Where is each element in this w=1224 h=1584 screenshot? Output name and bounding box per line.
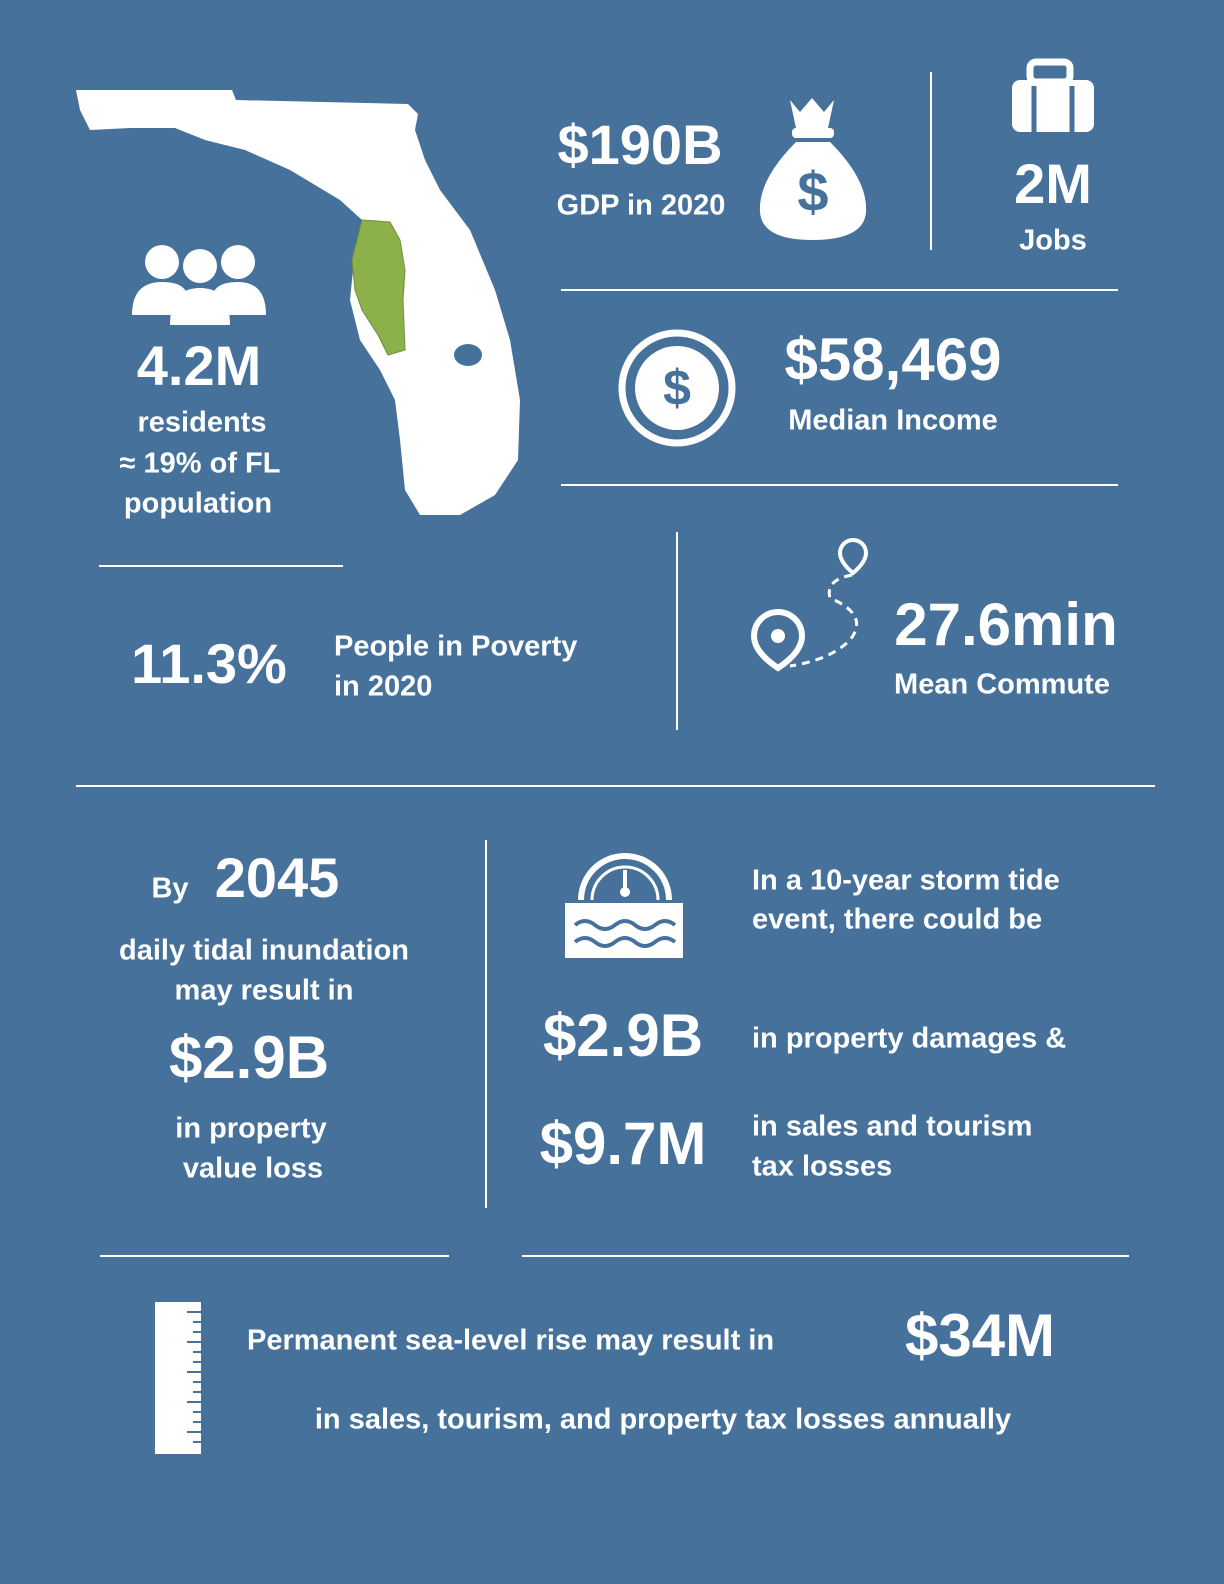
population-line: residents xyxy=(138,407,267,439)
commute-value: 27.6min xyxy=(894,591,1117,658)
storm-gauge-icon xyxy=(565,853,683,958)
tidal-line: may result in xyxy=(175,975,354,1007)
tidal-prefix: By xyxy=(151,873,188,905)
slr-value: $34M xyxy=(905,1302,1055,1369)
storm-intro: In a 10-year storm tide xyxy=(752,865,1060,897)
storm-value: $9.7M xyxy=(540,1110,707,1177)
tidal-year: 2045 xyxy=(215,846,340,909)
poverty-value: 11.3% xyxy=(131,632,287,695)
population-value: 4.2M xyxy=(137,334,262,397)
income-value: $58,469 xyxy=(785,326,1002,393)
commute-label: Mean Commute xyxy=(894,669,1110,701)
ruler-icon xyxy=(155,1302,201,1454)
poverty-line: in 2020 xyxy=(334,671,432,703)
svg-text:$: $ xyxy=(797,160,828,223)
briefcase-icon xyxy=(1012,58,1094,132)
slr-text: Permanent sea-level rise may result in xyxy=(247,1325,774,1357)
coin-icon: $ xyxy=(618,329,736,447)
storm-line: tax losses xyxy=(752,1151,892,1183)
storm-value: $2.9B xyxy=(543,1002,703,1069)
jobs-value: 2M xyxy=(1014,152,1092,215)
route-icon xyxy=(750,537,869,672)
jobs-label: Jobs xyxy=(1019,225,1087,257)
svg-text:$: $ xyxy=(663,360,691,416)
poverty-line: People in Poverty xyxy=(334,631,577,663)
slr-suffix: in sales, tourism, and property tax loss… xyxy=(315,1404,1011,1436)
tidal-suffix: value loss xyxy=(183,1153,323,1185)
gdp-value: $190B xyxy=(557,113,722,176)
florida-map xyxy=(76,90,520,515)
tidal-line: daily tidal inundation xyxy=(119,935,409,967)
population-line: ≈ 19% of FL xyxy=(120,448,281,480)
tidal-value: $2.9B xyxy=(169,1024,329,1091)
storm-line: in sales and tourism xyxy=(752,1111,1032,1143)
people-icon xyxy=(132,245,266,325)
population-line: population xyxy=(124,488,272,520)
gdp-label: GDP in 2020 xyxy=(557,190,726,222)
money-bag-icon: $ xyxy=(759,98,867,240)
storm-intro: event, there could be xyxy=(752,904,1042,936)
income-label: Median Income xyxy=(788,405,998,437)
storm-line: in property damages & xyxy=(752,1023,1066,1055)
tidal-suffix: in property xyxy=(175,1113,326,1145)
